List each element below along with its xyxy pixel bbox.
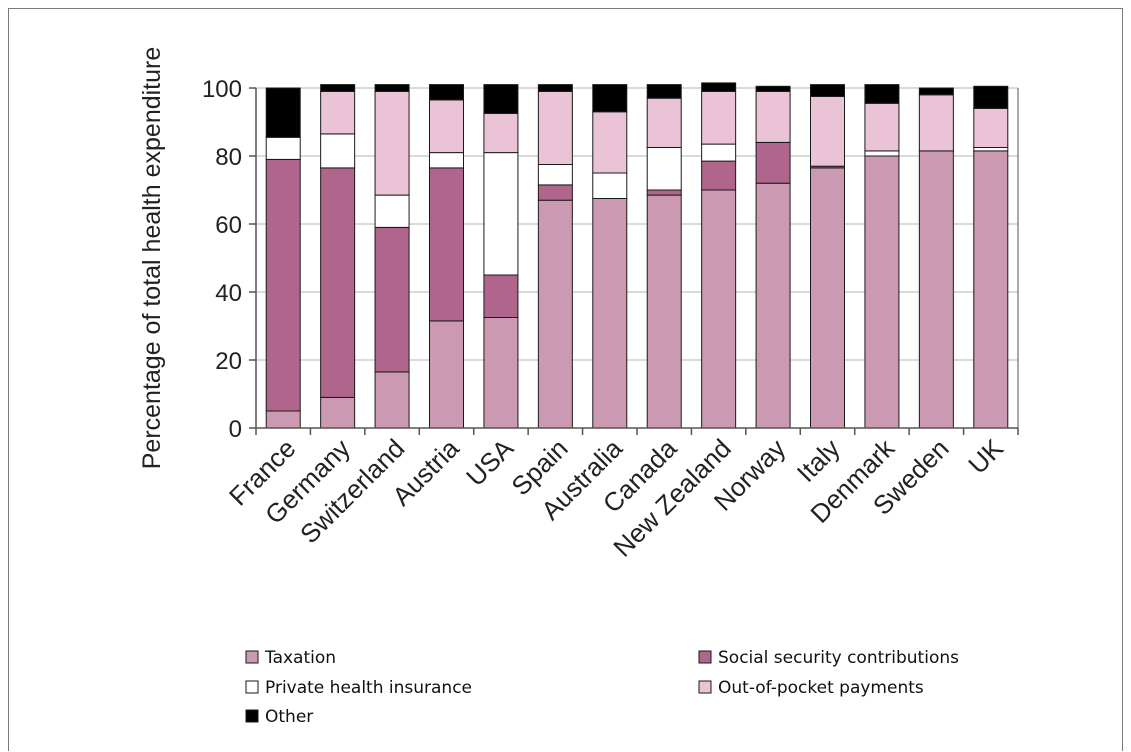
bar-segment-social-security-contributions bbox=[320, 167, 356, 398]
bar-segment-private-health-insurance bbox=[701, 143, 737, 162]
y-tick-label: 0 bbox=[229, 416, 242, 443]
legend-item: Taxation bbox=[245, 648, 336, 668]
legend-swatch bbox=[698, 680, 712, 694]
bar-segment-other bbox=[320, 84, 356, 92]
bar-segment-social-security-contributions bbox=[537, 184, 573, 201]
bar-segment-taxation bbox=[374, 371, 410, 429]
bar-segment-social-security-contributions bbox=[701, 160, 737, 191]
bar-segment-other bbox=[973, 85, 1009, 109]
bar-segment-social-security-contributions bbox=[374, 226, 410, 373]
legend-swatch bbox=[698, 650, 712, 664]
legend-label: Other bbox=[265, 707, 313, 727]
bar-segment-taxation bbox=[646, 194, 682, 429]
chart-frame bbox=[8, 8, 1123, 751]
bar-segment-out-of-pocket-payments bbox=[537, 90, 573, 165]
bar-segment-other bbox=[701, 82, 737, 92]
bar-segment-out-of-pocket-payments bbox=[592, 111, 628, 174]
bar-segment-out-of-pocket-payments bbox=[755, 90, 791, 143]
bar-segment-taxation bbox=[755, 182, 791, 429]
x-tick-labels: FranceGermanySwitzerlandAustriaUSASpainA… bbox=[223, 428, 1019, 563]
bar-segment-other bbox=[537, 84, 573, 92]
bar-segment-private-health-insurance bbox=[592, 172, 628, 199]
legend-swatch bbox=[245, 709, 259, 723]
legend-label: Taxation bbox=[264, 648, 336, 668]
bar-segment-out-of-pocket-payments bbox=[701, 90, 737, 145]
bar-segment-taxation bbox=[701, 189, 737, 429]
bar-segment-private-health-insurance bbox=[537, 164, 573, 186]
legend-swatch bbox=[245, 680, 259, 694]
bar-segment-taxation bbox=[483, 317, 519, 429]
bar-segment-private-health-insurance bbox=[374, 194, 410, 228]
bar-segment-out-of-pocket-payments bbox=[374, 90, 410, 196]
bar-segment-private-health-insurance bbox=[864, 150, 900, 157]
bar-segment-out-of-pocket-payments bbox=[483, 113, 519, 154]
legend: Taxation Social security contributions Pri… bbox=[245, 648, 959, 727]
bar-segment-other bbox=[810, 84, 845, 97]
bar-segment-taxation bbox=[918, 150, 954, 429]
bar-segment-taxation bbox=[810, 167, 845, 429]
y-tick-label: 20 bbox=[215, 348, 242, 375]
legend-label: Social security contributions bbox=[718, 648, 959, 668]
y-tick-label: 60 bbox=[215, 212, 242, 239]
bar-segment-other bbox=[483, 84, 519, 114]
legend-label: Private health insurance bbox=[265, 678, 472, 698]
bar-segment-social-security-contributions bbox=[429, 167, 464, 322]
bar-segment-social-security-contributions bbox=[755, 141, 791, 184]
bar-segment-other bbox=[592, 84, 628, 113]
bar-segment-out-of-pocket-payments bbox=[320, 90, 356, 135]
bar-segment-other bbox=[864, 84, 900, 104]
bar-segment-other bbox=[755, 85, 791, 92]
bar-segment-private-health-insurance bbox=[973, 147, 1009, 152]
bar-segment-private-health-insurance bbox=[483, 152, 519, 276]
legend-label: Out-of-pocket payments bbox=[718, 678, 924, 698]
bar-segment-social-security-contributions bbox=[265, 158, 301, 412]
bar-segment-other bbox=[918, 87, 954, 96]
legend-item: Out-of-pocket payments bbox=[698, 678, 924, 698]
y-tick-label: 40 bbox=[215, 280, 242, 307]
bar-segment-taxation bbox=[320, 396, 356, 429]
bar-segment-social-security-contributions bbox=[483, 274, 519, 318]
gridlines bbox=[256, 87, 1018, 361]
legend-item: Social security contributions bbox=[698, 648, 959, 668]
x-tick-label: UK bbox=[962, 433, 1009, 480]
bar-segment-taxation bbox=[537, 199, 573, 429]
bar-segment-social-security-contributions bbox=[646, 189, 682, 196]
bar-segment-out-of-pocket-payments bbox=[864, 102, 900, 152]
bar-segment-other bbox=[265, 87, 301, 138]
bar-segment-other bbox=[646, 84, 682, 99]
y-tick-label: 80 bbox=[215, 144, 242, 171]
legend-swatch bbox=[245, 650, 259, 664]
bar-segment-out-of-pocket-payments bbox=[646, 97, 682, 148]
bar-segment-out-of-pocket-payments bbox=[918, 94, 954, 152]
bar-segment-private-health-insurance bbox=[320, 133, 356, 169]
y-tick-labels: 0 20 40 60 80 100 bbox=[202, 76, 256, 443]
bar-segment-taxation bbox=[265, 410, 301, 429]
y-axis-label: Percentage of total health expenditure bbox=[138, 47, 166, 470]
bar-segment-taxation bbox=[973, 150, 1009, 429]
y-tick-label: 100 bbox=[202, 76, 242, 103]
bar-segment-other bbox=[429, 84, 464, 101]
bar-segment-private-health-insurance bbox=[646, 147, 682, 191]
bar-segment-taxation bbox=[864, 155, 900, 429]
bar-segment-taxation bbox=[429, 320, 464, 429]
bar-segment-out-of-pocket-payments bbox=[810, 96, 845, 167]
bar-segment-out-of-pocket-payments bbox=[429, 99, 464, 154]
bar-segment-out-of-pocket-payments bbox=[973, 107, 1009, 148]
axes bbox=[255, 88, 1019, 429]
bar-segment-private-health-insurance bbox=[265, 136, 301, 160]
bar-segment-private-health-insurance bbox=[429, 152, 464, 169]
bars bbox=[265, 82, 1009, 429]
legend-item: Other bbox=[245, 707, 313, 727]
bar-segment-taxation bbox=[592, 198, 628, 429]
legend-item: Private health insurance bbox=[245, 678, 472, 698]
bar-segment-other bbox=[374, 84, 410, 92]
